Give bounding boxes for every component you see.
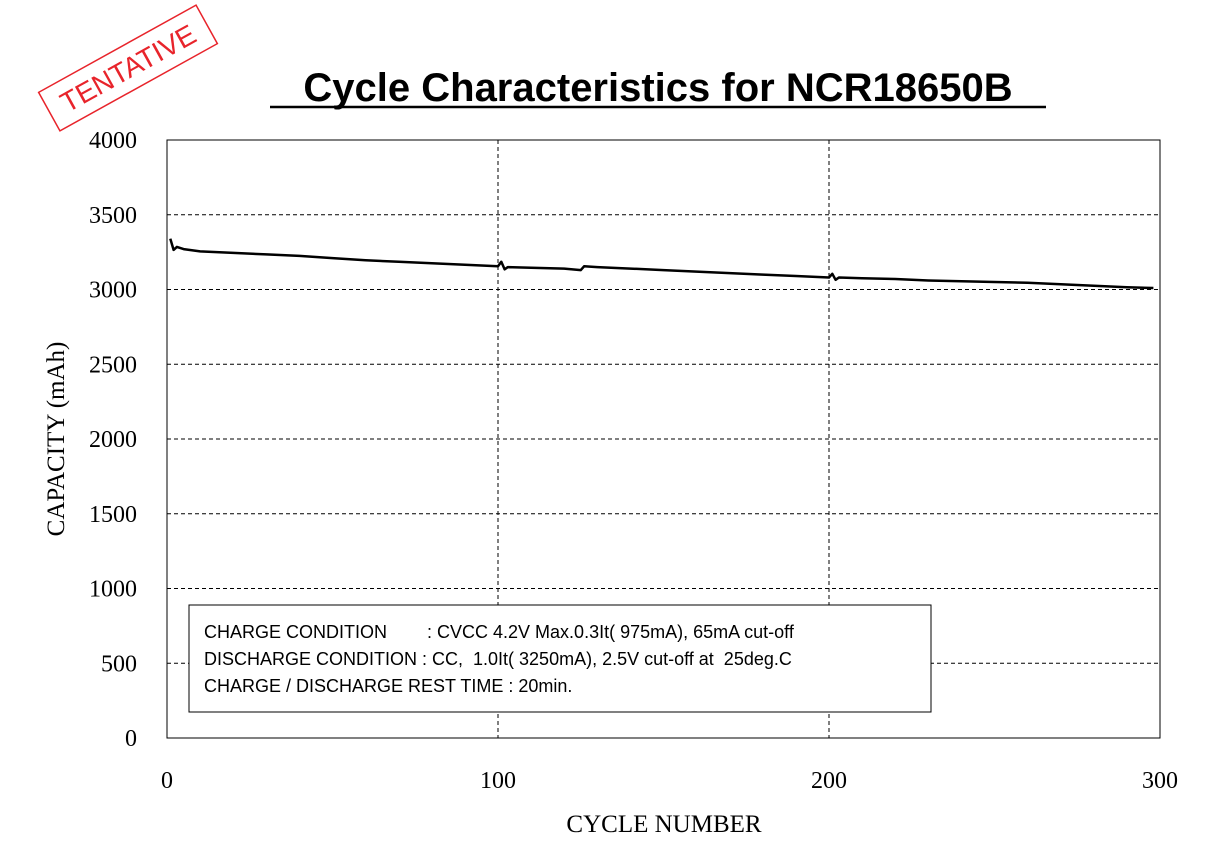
x-axis-label: CYCLE NUMBER	[566, 811, 761, 838]
y-tick-label: 2500	[89, 352, 137, 378]
conditions-box: CHARGE CONDITION : CVCC 4.2V Max.0.3It( …	[188, 604, 932, 713]
stamp-text: TENTATIVE	[55, 19, 201, 119]
stamp-border	[37, 4, 219, 132]
capacity-series-line	[169, 238, 1154, 290]
y-tick-label: 0	[125, 726, 137, 752]
rest-time-text: CHARGE / DISCHARGE REST TIME : 20min.	[204, 676, 572, 696]
tentative-stamp: TENTATIVE	[37, 4, 219, 132]
chart-title: Cycle Characteristics for NCR18650B	[303, 66, 1012, 110]
x-axis-ticks: 0 100 200 300	[161, 768, 1178, 794]
y-tick-label: 1500	[89, 502, 137, 528]
x-tick-label: 0	[161, 768, 173, 794]
series-layer	[169, 238, 1154, 290]
plot-area	[166, 139, 1161, 739]
y-axis-ticks: 0 500 1000 1500 2000 2500 3000 3500 4000	[89, 128, 137, 752]
x-tick-label: 300	[1142, 768, 1178, 794]
y-tick-label: 3000	[89, 278, 137, 304]
y-tick-label: 2000	[89, 427, 137, 453]
y-axis-label: CAPACITY (mAh)	[43, 342, 70, 537]
y-tick-label: 500	[101, 651, 137, 677]
y-tick-label: 4000	[89, 128, 137, 154]
y-tick-label: 3500	[89, 203, 137, 229]
y-tick-label: 1000	[89, 577, 137, 603]
x-tick-label: 200	[811, 768, 847, 794]
x-tick-label: 100	[480, 768, 516, 794]
discharge-condition-text: DISCHARGE CONDITION : CC, 1.0It( 3250mA)…	[204, 649, 792, 669]
conditions-border	[188, 604, 932, 713]
charge-condition-text: CHARGE CONDITION : CVCC 4.2V Max.0.3It( …	[204, 622, 795, 642]
